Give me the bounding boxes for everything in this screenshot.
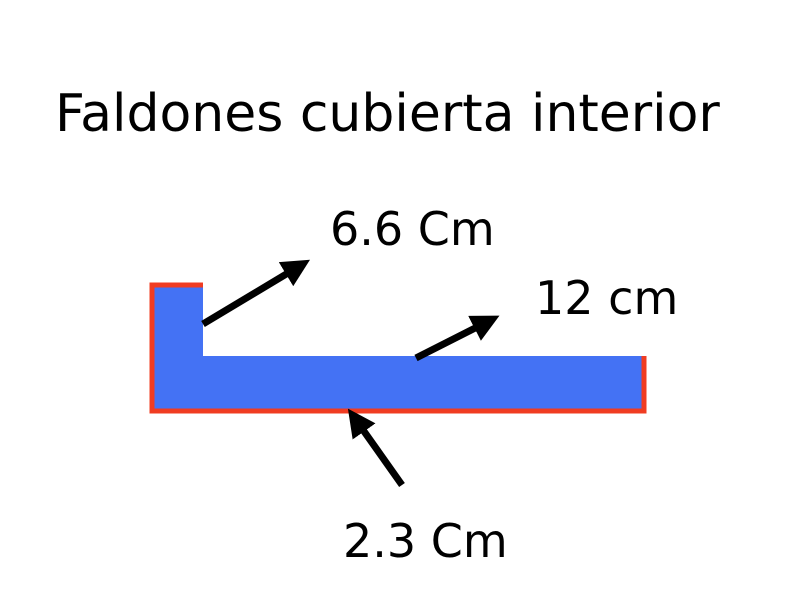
arrow-length [414, 315, 500, 362]
profile-shape [150, 283, 646, 413]
thickness-label: 2.3 Cm [343, 514, 508, 568]
height-label: 6.6 Cm [330, 202, 495, 256]
profile-edge [149, 282, 647, 414]
arrow-thickness [347, 408, 405, 488]
diagram-title: Faldones cubierta interior [55, 84, 720, 144]
length-label: 12 cm [535, 271, 679, 325]
arrow-height [201, 259, 311, 328]
